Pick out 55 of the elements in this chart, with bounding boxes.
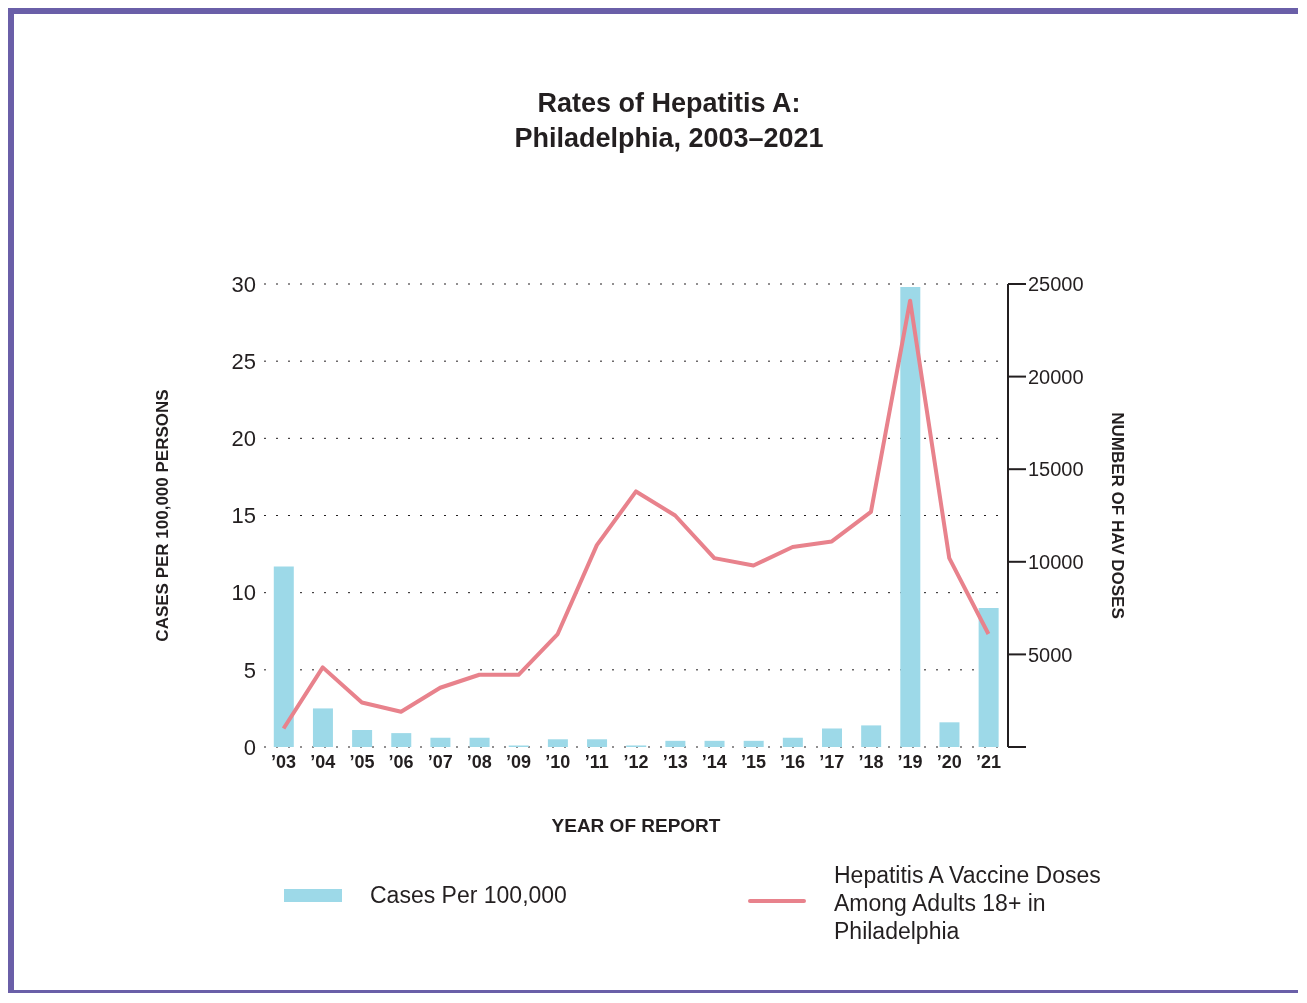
x-tick-label: ’06 — [388, 751, 414, 772]
x-tick-label: ’08 — [466, 751, 492, 772]
legend-label: Cases Per 100,000 — [370, 881, 568, 909]
legend-label: Hepatitis A Vaccine Doses Among Adults 18+ in Philadelphia — [834, 861, 1102, 945]
bar — [978, 608, 999, 747]
y-axis-title: CASES PER 100,000 PERSONS — [153, 389, 173, 642]
y2-tick-label: 10000 — [1028, 550, 1084, 573]
y-tick-label: 15 — [231, 503, 256, 529]
x-tick-label: ’16 — [780, 751, 806, 772]
x-tick-label: ’11 — [584, 751, 609, 772]
bar — [782, 737, 803, 747]
x-tick-label: ’10 — [545, 751, 571, 772]
x-tick-label: ’13 — [662, 751, 688, 772]
bar — [822, 728, 842, 747]
bar — [469, 737, 490, 747]
x-tick-label: ’19 — [897, 751, 923, 772]
bar — [312, 708, 333, 747]
x-tick-label: ’04 — [310, 751, 336, 772]
x-tick-label: ’07 — [427, 751, 453, 772]
x-axis-title: YEAR OF REPORT — [551, 815, 721, 836]
bar — [704, 740, 725, 747]
y-tick-label: 0 — [243, 734, 256, 760]
x-tick-label: ’15 — [740, 751, 766, 772]
bar — [352, 730, 373, 747]
x-tick-label: ’14 — [701, 751, 727, 772]
bar — [391, 733, 412, 747]
y-tick-label: 25 — [231, 348, 256, 374]
y2-tick-label: 15000 — [1028, 458, 1084, 481]
bar — [861, 725, 882, 747]
y-tick-label: 5 — [243, 657, 256, 683]
line-series — [281, 298, 991, 731]
x-tick-label: ’21 — [975, 751, 1001, 772]
bar — [587, 739, 608, 747]
x-tick-label: ’20 — [936, 751, 962, 772]
x-tick-label: ’18 — [858, 751, 884, 772]
bar — [939, 722, 960, 747]
y-tick-label: 20 — [231, 426, 256, 452]
x-tick-label: ’17 — [819, 751, 845, 772]
bar — [430, 737, 451, 747]
y-tick-label: 10 — [231, 580, 256, 606]
y2-tick-label: 5000 — [1028, 643, 1073, 666]
y2-tick-label: 25000 — [1028, 273, 1084, 296]
x-tick-label: ’03 — [271, 751, 297, 772]
x-tick-label: ’09 — [506, 751, 532, 772]
x-tick-label: ’05 — [349, 751, 375, 772]
bar — [665, 740, 686, 747]
y2-tick-label: 20000 — [1028, 365, 1084, 388]
bar — [900, 287, 921, 747]
bar — [273, 566, 294, 747]
bar — [743, 740, 764, 747]
y2-axis-title: NUMBER OF HAV DOSES — [1107, 412, 1127, 619]
y-tick-label: 30 — [231, 271, 256, 297]
bar — [547, 739, 568, 747]
chart-title: Rates of Hepatitis A: Philadelphia, 2003–2021 — [513, 87, 825, 155]
x-tick-label: ’12 — [623, 751, 649, 772]
